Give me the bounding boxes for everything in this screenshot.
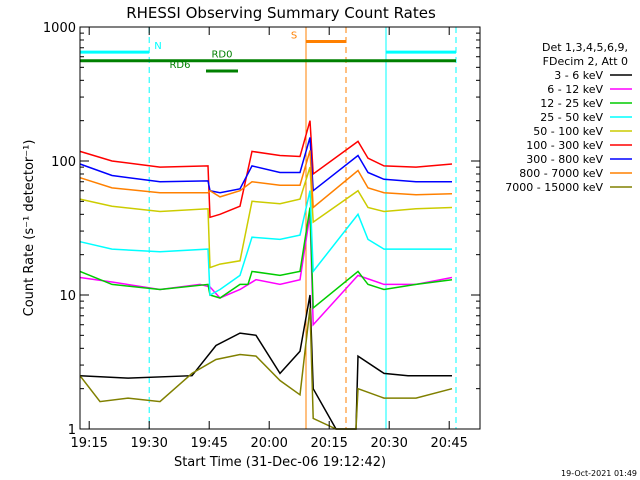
y-tick-label-2: 100	[51, 155, 76, 170]
x-tick-label-4: 20:15	[310, 436, 347, 451]
y-tick-label-3: 1000	[43, 21, 76, 36]
series-line-8	[79, 307, 453, 430]
series-line-0	[79, 294, 452, 430]
legend: Det 1,3,4,5,6,9,FDecim 2, Att 03 - 6 keV…	[505, 41, 632, 194]
series-line-5	[79, 120, 453, 219]
legend-label-6: 300 - 800 keV	[526, 153, 603, 166]
legend-label-5: 100 - 300 keV	[526, 139, 603, 152]
x-tick-label-5: 20:30	[370, 436, 407, 451]
legend-label-4: 50 - 100 keV	[533, 125, 603, 138]
series-line-3	[79, 190, 452, 297]
chart-title: RHESSI Observing Summary Count Rates	[126, 4, 436, 22]
footer-timestamp: 19-Oct-2021 01:49	[561, 469, 637, 478]
series-line-4	[79, 166, 453, 269]
plot-frame	[79, 26, 481, 430]
x-tick-label-2: 19:45	[190, 436, 227, 451]
series-line-7	[79, 150, 453, 210]
state-bar-label-3: RD6	[169, 60, 190, 71]
legend-label-7: 800 - 7000 keV	[519, 167, 603, 180]
state-bar-label-2: RD0	[211, 50, 232, 61]
x-tick-label-6: 20:45	[430, 436, 467, 451]
legend-label-2: 12 - 25 keV	[540, 97, 603, 110]
series-line-1	[79, 214, 453, 327]
legend-label-0: 3 - 6 keV	[554, 69, 603, 82]
legend-header-1: FDecim 2, Att 0	[543, 55, 628, 68]
y-tick-label-1: 10	[59, 289, 76, 304]
legend-label-8: 7000 - 15000 keV	[505, 181, 603, 194]
x-axis-label: Start Time (31-Dec-06 19:12:42)	[174, 455, 386, 470]
x-tick-label-3: 20:00	[250, 436, 287, 451]
y-tick-label-0: 1	[68, 423, 76, 438]
legend-header-0: Det 1,3,4,5,6,9,	[542, 41, 628, 54]
legend-label-3: 25 - 50 keV	[540, 111, 603, 124]
series-line-2	[79, 207, 453, 310]
state-bar-label-0: N	[154, 41, 161, 52]
x-tick-label-1: 19:30	[130, 436, 167, 451]
x-tick-label-0: 19:15	[70, 436, 107, 451]
state-bar-label-1: S	[291, 30, 297, 41]
y-axis-label: Count Rate (s⁻¹ detector⁻¹)	[22, 140, 37, 317]
series-line-6	[79, 137, 452, 194]
legend-label-1: 6 - 12 keV	[547, 83, 603, 96]
plot-area: N S RD0 RD6 19:15 19:30 19:45 20:00 20:15 20:30 20…	[43, 21, 480, 451]
